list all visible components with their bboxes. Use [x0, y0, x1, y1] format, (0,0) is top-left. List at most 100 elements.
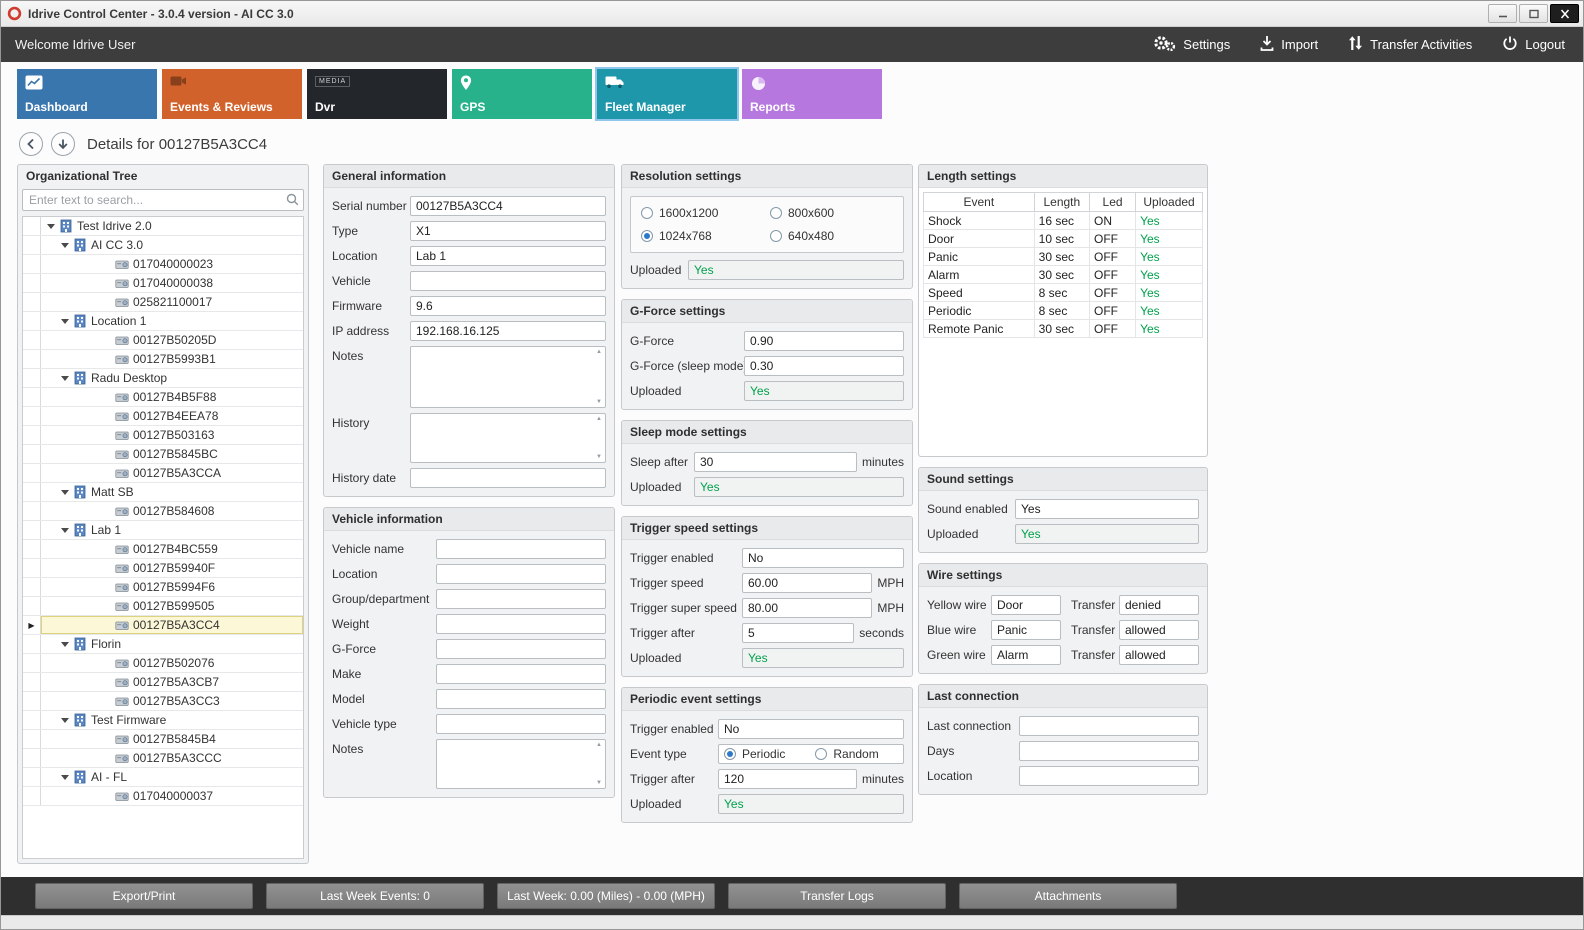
footer-button[interactable]: Export/Print — [35, 883, 253, 909]
tree-row[interactable]: ▶ 00127B5994F6 — [23, 578, 303, 597]
tree-row[interactable]: ▶ 00127B5993B1 — [23, 350, 303, 369]
event-type-option[interactable]: Random — [815, 747, 879, 761]
tree-row[interactable]: ▶ Test Firmware — [23, 711, 303, 730]
expand-arrow-icon[interactable] — [47, 223, 55, 233]
field-input[interactable]: ▲▼ — [436, 589, 606, 609]
tree-row[interactable]: ▶ 00127B5A3CB7 — [23, 673, 303, 692]
tree-row[interactable]: ▶ 00127B5A3CC4 — [23, 616, 303, 635]
field-input[interactable]: Yes — [1015, 499, 1199, 519]
tree-row[interactable]: ▶ 017040000038 — [23, 274, 303, 293]
field-input[interactable]: 5 — [742, 623, 855, 643]
expand-arrow-icon[interactable] — [61, 242, 69, 252]
field-input[interactable]: ▲▼ — [410, 468, 606, 488]
tab-fleet-manager[interactable]: Fleet Manager — [597, 69, 737, 119]
field-input[interactable]: ▲▼ — [436, 714, 606, 734]
expand-arrow-icon[interactable] — [61, 527, 69, 537]
tab-events-reviews[interactable]: Events & Reviews — [162, 69, 302, 119]
tree-row[interactable]: ▶ Lab 1 — [23, 521, 303, 540]
field-input[interactable]: X1▲▼ — [410, 221, 606, 241]
tree-row[interactable]: ▶ 00127B50205D — [23, 331, 303, 350]
tree-row[interactable]: ▶ 017040000037 — [23, 787, 303, 806]
radio-icon[interactable] — [815, 748, 828, 760]
expand-arrow-icon[interactable] — [61, 774, 69, 784]
tab-reports[interactable]: Reports — [742, 69, 882, 119]
table-row[interactable]: Periodic 8 sec OFF Yes — [923, 301, 1203, 320]
field-input[interactable]: ▲▼ — [436, 739, 606, 789]
close-button[interactable] — [1550, 4, 1579, 23]
field-input[interactable]: ▲▼ — [436, 614, 606, 634]
field-input[interactable]: ▲▼ — [436, 639, 606, 659]
tree-row[interactable]: ▶ 00127B5A3CCC — [23, 749, 303, 768]
field-input[interactable]: ▲▼ — [410, 271, 606, 291]
tree-row[interactable]: ▶ 00127B5845B4 — [23, 730, 303, 749]
tree-row[interactable]: ▶ Matt SB — [23, 483, 303, 502]
expand-arrow-icon[interactable] — [61, 318, 69, 328]
tab-dashboard[interactable]: Dashboard — [17, 69, 157, 119]
field-input[interactable]: Yes — [688, 260, 904, 280]
wire-event-input[interactable]: Door — [991, 595, 1061, 615]
footer-button[interactable]: Transfer Logs — [728, 883, 946, 909]
expand-arrow-icon[interactable] — [61, 641, 69, 651]
field-input[interactable]: ▲▼ — [410, 413, 606, 463]
footer-button[interactable]: Attachments — [959, 883, 1177, 909]
field-input[interactable]: Yes — [742, 648, 904, 668]
field-input[interactable]: Yes — [744, 381, 904, 401]
event-type-option[interactable]: Periodic — [724, 747, 785, 761]
tree-row[interactable]: ▶ AI CC 3.0 — [23, 236, 303, 255]
field-input[interactable]: 60.00 — [742, 573, 873, 593]
expand-arrow-icon[interactable] — [61, 375, 69, 385]
radio-icon[interactable] — [724, 748, 736, 760]
field-input[interactable]: ▲▼ — [436, 564, 606, 584]
tree-row[interactable]: ▶ 00127B5A3CC3 — [23, 692, 303, 711]
footer-button[interactable]: Last Week: 0.00 (Miles) - 0.00 (MPH) — [497, 883, 715, 909]
import-button[interactable]: Import — [1260, 35, 1318, 55]
field-input[interactable]: 9.6▲▼ — [410, 296, 606, 316]
wire-event-input[interactable]: Alarm — [991, 645, 1061, 665]
field-input[interactable]: 00127B5A3CC4▲▼ — [410, 196, 606, 216]
tree-row[interactable]: ▶ 00127B503163 — [23, 426, 303, 445]
tree-row[interactable]: ▶ Florin — [23, 635, 303, 654]
field-input[interactable]: ▲▼ — [436, 689, 606, 709]
field-input[interactable]: 192.168.16.125▲▼ — [410, 321, 606, 341]
field-input[interactable]: 0.90 — [744, 331, 904, 351]
radio-icon[interactable] — [770, 230, 782, 242]
maximize-button[interactable] — [1519, 4, 1548, 23]
resolution-option[interactable]: 640x480 — [770, 229, 893, 243]
expand-arrow-icon[interactable] — [61, 489, 69, 499]
tree-row[interactable]: ▶ 017040000023 — [23, 255, 303, 274]
field-input[interactable]: No — [742, 548, 904, 568]
search-input[interactable] — [22, 189, 304, 211]
tree-row[interactable]: ▶ 00127B4BC559 — [23, 540, 303, 559]
tree-row[interactable]: ▶ Test Idrive 2.0 — [23, 217, 303, 236]
field-input[interactable] — [1019, 716, 1199, 736]
back-button[interactable] — [19, 132, 43, 156]
resolution-option[interactable]: 800x600 — [770, 206, 893, 220]
field-input[interactable]: 0.30 — [744, 356, 904, 376]
tree-row[interactable]: ▶ Radu Desktop — [23, 369, 303, 388]
expand-all-button[interactable] — [51, 132, 75, 156]
footer-button[interactable]: Last Week Events: 0 — [266, 883, 484, 909]
field-input[interactable] — [1019, 741, 1199, 761]
logout-button[interactable]: Logout — [1502, 35, 1565, 55]
table-row[interactable]: Speed 8 sec OFF Yes — [923, 283, 1203, 302]
table-row[interactable]: Alarm 30 sec OFF Yes — [923, 265, 1203, 284]
field-input[interactable]: 120 — [718, 769, 857, 789]
tab-gps[interactable]: GPS — [452, 69, 592, 119]
transfer-input[interactable]: allowed — [1119, 620, 1199, 640]
resolution-option[interactable]: 1024x768 — [641, 229, 764, 243]
transfer-input[interactable]: denied — [1119, 595, 1199, 615]
tree-row[interactable]: ▶ 00127B5A3CCA — [23, 464, 303, 483]
field-input[interactable] — [1019, 766, 1199, 786]
field-input[interactable]: Lab 1▲▼ — [410, 246, 606, 266]
field-input[interactable]: ▲▼ — [436, 539, 606, 559]
field-input[interactable]: 80.00 — [742, 598, 873, 618]
expand-arrow-icon[interactable] — [61, 717, 69, 727]
settings-button[interactable]: Settings — [1152, 35, 1230, 55]
wire-event-input[interactable]: Panic — [991, 620, 1061, 640]
radio-icon[interactable] — [641, 230, 653, 242]
tab-dvr[interactable]: MEDIA Dvr — [307, 69, 447, 119]
table-row[interactable]: Panic 30 sec OFF Yes — [923, 247, 1203, 266]
field-input[interactable]: 30 — [694, 452, 857, 472]
tree-row[interactable]: ▶ 00127B584608 — [23, 502, 303, 521]
minimize-button[interactable] — [1488, 4, 1517, 23]
